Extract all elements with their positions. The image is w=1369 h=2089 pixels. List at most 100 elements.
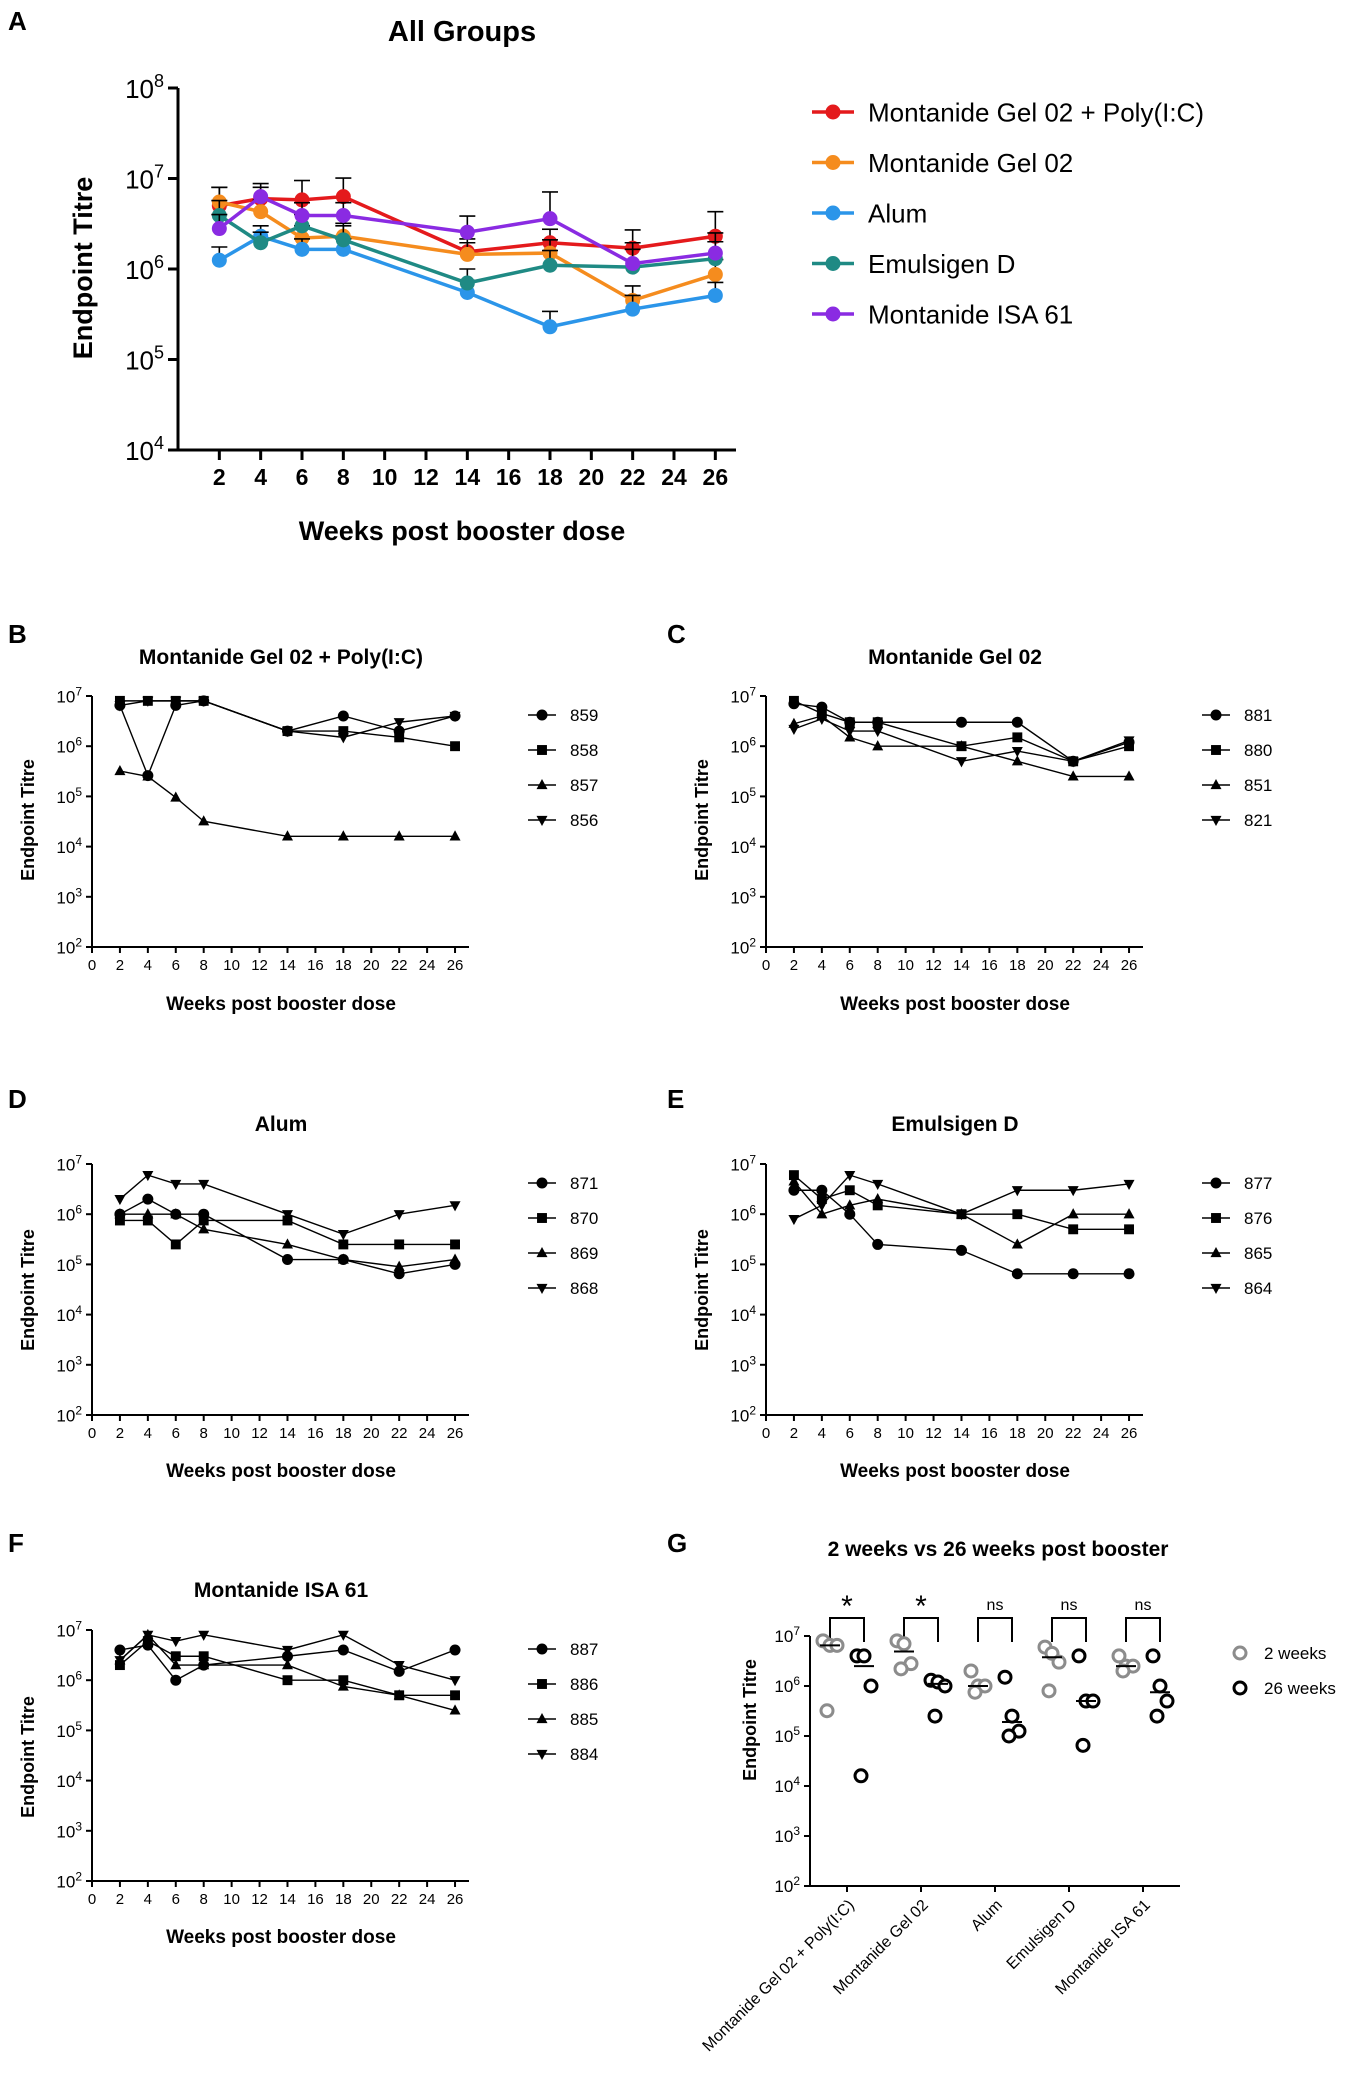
panel-a-data-point [211,221,227,237]
panel-d-x-tick-label: 20 [363,1425,380,1442]
panel-b-legend-marker [537,745,547,755]
panel-d-data-point [338,1239,349,1250]
panel-c-legend-marker [1210,709,1222,721]
panel-g-data-point [1145,1648,1161,1664]
panel-g-significance-label: * [841,1590,853,1623]
panel-e-data-point [1123,1268,1135,1280]
panel-a-data-point [707,287,723,303]
panel-f-data-point [449,1676,461,1687]
panel-f-x-tick-label: 20 [363,1891,380,1908]
panel-e-x-tick-label: 6 [846,1425,854,1442]
panel-a-x-tick-label: 2 [213,464,226,490]
panel-f-x-tick-label: 2 [116,1891,124,1908]
panel-d-data-point [281,1238,293,1249]
panel-d-data-point [281,1254,293,1266]
panel-f-xlabel: Weeks post booster dose [166,1927,396,1948]
panel-d-data-point [393,1268,405,1280]
panel-c-data-point [1011,746,1023,758]
panel-d-data-point [393,1210,405,1221]
panel-e-y-tick-label: 107 [730,1152,756,1174]
panel-g-data-point [963,1663,979,1679]
panel-f-x-tick-label: 16 [307,1891,324,1908]
panel-a-x-tick-label: 26 [703,464,729,490]
panel-letter-d: D [8,1084,27,1114]
panel-a-data-point [294,208,310,224]
panel-d-data-point [282,1215,293,1226]
panel-c-legend-label: 821 [1244,811,1272,830]
panel-d-x-tick-label: 18 [335,1425,352,1442]
panel-e-x-tick-label: 20 [1037,1425,1054,1442]
panel-e-data-point [1067,1268,1079,1280]
panel-e-series-line-865 [793,1180,1130,1246]
panel-b-x-tick-label: 6 [172,957,180,974]
panel-g-data-point [896,1636,912,1652]
panel-f-legend-marker [537,1679,547,1689]
panel-a-data-point [253,204,269,220]
panel-g-category-label: Emulsigen D [1004,1897,1080,1973]
panel-e-series-line-864 [793,1174,1130,1220]
panel-e-data-point [1068,1224,1079,1235]
panel-f-data-point [170,1674,182,1686]
panel-d-data-point [393,1260,405,1271]
panel-a-legend-label: Montanide Gel 02 [868,148,1073,178]
panel-f-y-tick-label: 107 [56,1618,82,1640]
panel-f-data-point [450,1690,460,1701]
panel-a-x-tick-label: 4 [254,464,267,490]
panel-f-data-point [198,1659,210,1670]
panel-c-x-tick-label: 10 [897,957,914,974]
panel-f-series-line-884 [119,1634,456,1681]
panel-e-title: Emulsigen D [891,1113,1018,1136]
panel-e-x-tick-label: 4 [818,1425,826,1442]
panel-b-x-tick-label: 20 [363,957,380,974]
panel-a-data-point [707,266,723,282]
panel-c-data-point [872,717,883,728]
panel-e-legend-marker [1210,1246,1222,1258]
panel-f-data-point [449,1644,461,1656]
panel-b-data-point [114,695,125,706]
panel-letter-b: B [8,619,27,649]
panel-e-data-point [1067,1208,1079,1219]
panel-c-x-tick-label: 8 [874,957,882,974]
panel-b-data-point [393,718,405,729]
panel-d-data-point [114,1215,125,1226]
panel-b-x-tick-label: 2 [116,957,124,974]
panel-f-data-point [337,1630,349,1641]
panel-e-data-point [844,1208,856,1220]
panel-d-legend-label: 868 [570,1279,598,1298]
panel-e-data-point [1123,1179,1135,1191]
panel-b-data-point [170,696,182,707]
panel-f-y-tick-label: 104 [56,1769,82,1791]
panel-b-legend-marker [536,778,548,790]
panel-letter-a: A [8,6,27,36]
panel-b-data-point [450,741,460,752]
panel-e-data-point [872,1193,884,1204]
panel-c-data-point [1123,736,1135,747]
panel-g-legend-label: 2 weeks [1264,1644,1326,1663]
panel-g-y-tick-label: 102 [774,1874,800,1896]
panel-e-data-point [872,1238,884,1250]
panel-c-data-point [872,740,884,751]
panel-a-data-point [459,246,475,262]
panel-e-x-tick-label: 18 [1009,1425,1026,1442]
panel-c-data-point [1012,732,1023,743]
panel-f-x-tick-label: 8 [200,1891,208,1908]
panel-b-series-line-858 [119,700,456,747]
panel-a-legend-label: Montanide ISA 61 [868,299,1073,329]
panel-g-ylabel: Endpoint Titre [740,1659,760,1781]
panel-c-series-line-880 [793,700,1130,763]
panel-e-data-point [816,1184,828,1196]
panel-d-x-tick-label: 26 [447,1425,464,1442]
panel-d-y-tick-label: 103 [56,1353,82,1375]
panel-b-x-tick-label: 16 [307,957,324,974]
panel-e-x-tick-label: 24 [1093,1425,1110,1442]
panel-c-title: Montanide Gel 02 [868,646,1042,669]
panel-f-data-point [142,1636,153,1647]
panel-g-data-point [1071,1648,1087,1664]
panel-c-y-tick-label: 104 [730,835,756,857]
panel-a-data-point [294,218,310,234]
panel-d-x-tick-label: 10 [223,1425,240,1442]
panel-e-data-point [816,1194,827,1205]
panel-b-x-tick-label: 24 [419,957,436,974]
panel-g-significance-bracket [829,1617,865,1642]
panel-e-x-tick-label: 22 [1065,1425,1082,1442]
